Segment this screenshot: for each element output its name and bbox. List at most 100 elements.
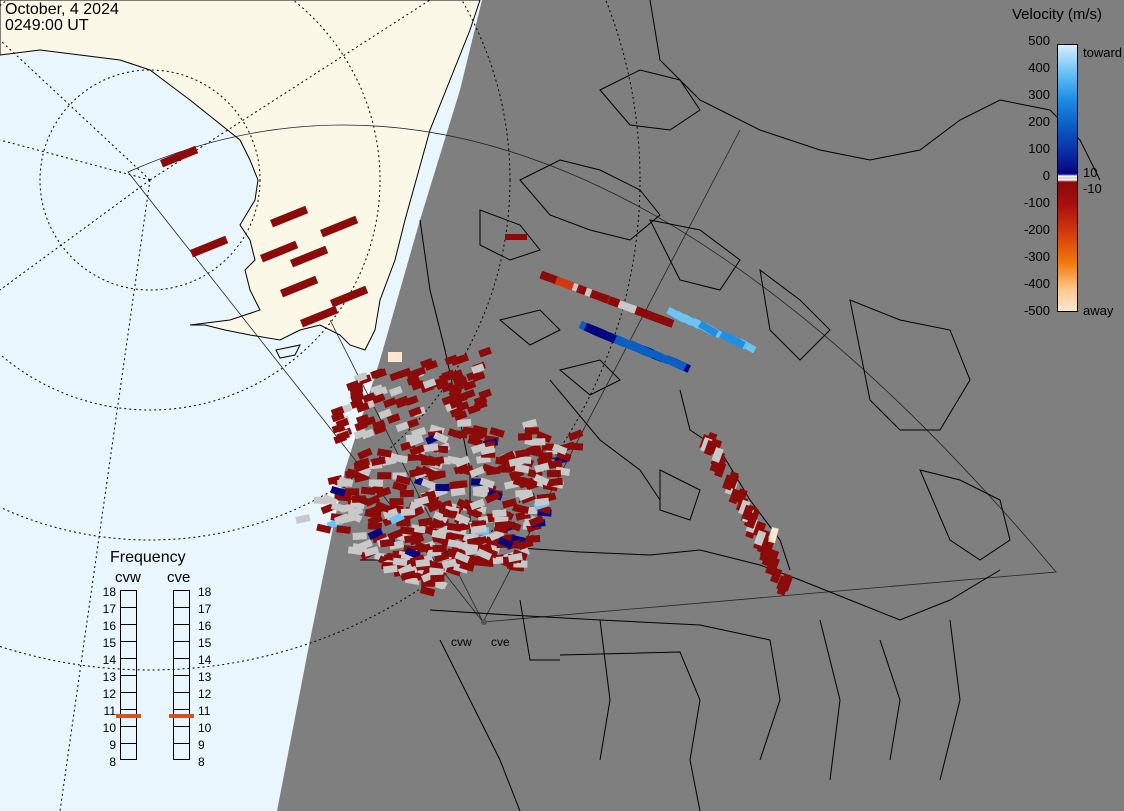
velocity-cell (634, 306, 655, 321)
velocity-cell (389, 370, 403, 382)
velocity-cell (470, 442, 487, 454)
velocity-cell (454, 551, 471, 564)
velocity-cell (592, 326, 613, 342)
radar-site-label-cvw: cvw (451, 635, 472, 649)
velocity-cell (376, 448, 392, 458)
graticule (0, 0, 641, 811)
colorbar-tick-label: 300 (1028, 87, 1050, 102)
velocity-cell (431, 470, 446, 479)
frequency-radar-cvw: cvw (115, 569, 141, 586)
velocity-cell (334, 493, 349, 502)
velocity-data-cells (160, 145, 793, 597)
velocity-cell (455, 401, 470, 412)
velocity-cell (410, 524, 426, 534)
velocity-cell (370, 456, 386, 467)
velocity-cell (450, 355, 465, 366)
velocity-cell (551, 443, 568, 456)
frequency-scale-label: 15 (198, 636, 212, 650)
velocity-cell (408, 467, 425, 478)
velocity-cell (336, 430, 351, 442)
velocity-cell (759, 546, 772, 563)
frequency-scale-label: 16 (198, 619, 212, 633)
velocity-cell (497, 536, 514, 549)
velocity-cell (440, 381, 455, 393)
velocity-cell (427, 500, 443, 513)
plot-date: October, 4 2024 (5, 1, 119, 18)
frequency-scale-label: 15 (102, 636, 116, 650)
velocity-cell (300, 305, 339, 328)
velocity-cell (346, 380, 360, 391)
velocity-cell (612, 334, 633, 350)
velocity-cell (568, 442, 584, 451)
velocity-cell (333, 513, 350, 525)
velocity-cell (433, 551, 450, 563)
velocity-cell (435, 484, 450, 492)
velocity-cell (392, 557, 408, 567)
velocity-cell (316, 523, 332, 534)
velocity-cell (528, 515, 545, 527)
velocity-cell (517, 433, 533, 441)
velocity-cell (409, 444, 425, 457)
velocity-cell (567, 429, 584, 442)
velocity-cell (635, 343, 655, 359)
velocity-cell (753, 530, 767, 546)
velocity-cell (414, 541, 430, 553)
velocity-cell (508, 456, 524, 467)
velocity-cell (489, 427, 505, 438)
velocity-cell (353, 428, 368, 440)
velocity-cell (411, 379, 425, 391)
colorbar-title: Velocity (m/s) (1012, 6, 1103, 23)
velocity-cell (709, 438, 722, 455)
velocity-cell (513, 504, 530, 514)
velocity-cell (388, 352, 402, 362)
frequency-scale-label: 10 (198, 721, 212, 735)
velocity-cell (449, 369, 464, 380)
velocity-cell (454, 513, 471, 526)
velocity-cell (472, 524, 488, 534)
velocity-cell (394, 514, 411, 526)
colorbar-tick-label: 0 (1042, 168, 1050, 183)
frequency-scale-label: 12 (198, 687, 212, 701)
velocity-cell (466, 507, 483, 520)
velocity-cell (473, 399, 488, 411)
velocity-cell (357, 539, 374, 551)
colorbar-tick-label: -500 (1023, 303, 1050, 318)
velocity-cell (420, 570, 437, 583)
frequency-scale-label: 18 (198, 585, 212, 599)
velocity-cell (422, 378, 437, 389)
velocity-cell (423, 443, 439, 453)
velocity-cell (429, 456, 445, 466)
velocity-cell (355, 413, 370, 425)
velocity-cell (346, 510, 363, 523)
velocity-cell (442, 509, 458, 519)
velocity-cell (377, 472, 392, 480)
radar-site-label-cve: cve (491, 635, 510, 649)
velocity-cell (450, 487, 466, 497)
velocity-cell (378, 408, 393, 420)
frequency-scale-label: 12 (102, 687, 116, 701)
velocity-cell (534, 462, 550, 473)
velocity-cell (518, 489, 534, 501)
velocity-cell (456, 418, 472, 427)
velocity-cell (353, 372, 368, 383)
velocity-cell (383, 397, 397, 409)
velocity-cell (395, 397, 409, 409)
velocity-cell (354, 420, 369, 432)
velocity-cell (554, 276, 575, 291)
frequency-scale-label: 11 (198, 704, 211, 718)
velocity-cell (408, 533, 425, 546)
velocity-cell (392, 454, 408, 464)
velocity-cell (387, 529, 403, 541)
velocity-cell (330, 485, 346, 497)
velocity-cell (441, 558, 458, 569)
velocity-cell (525, 535, 541, 543)
velocity-cell (381, 456, 397, 467)
velocity-cell (468, 555, 485, 566)
frequency-title: Frequency (110, 549, 186, 566)
velocity-cell (778, 576, 791, 592)
velocity-cell (479, 477, 495, 489)
radar-site-marker (481, 619, 487, 625)
velocity-cell (363, 546, 380, 557)
velocity-cell (320, 215, 359, 238)
velocity-cell (494, 521, 510, 530)
